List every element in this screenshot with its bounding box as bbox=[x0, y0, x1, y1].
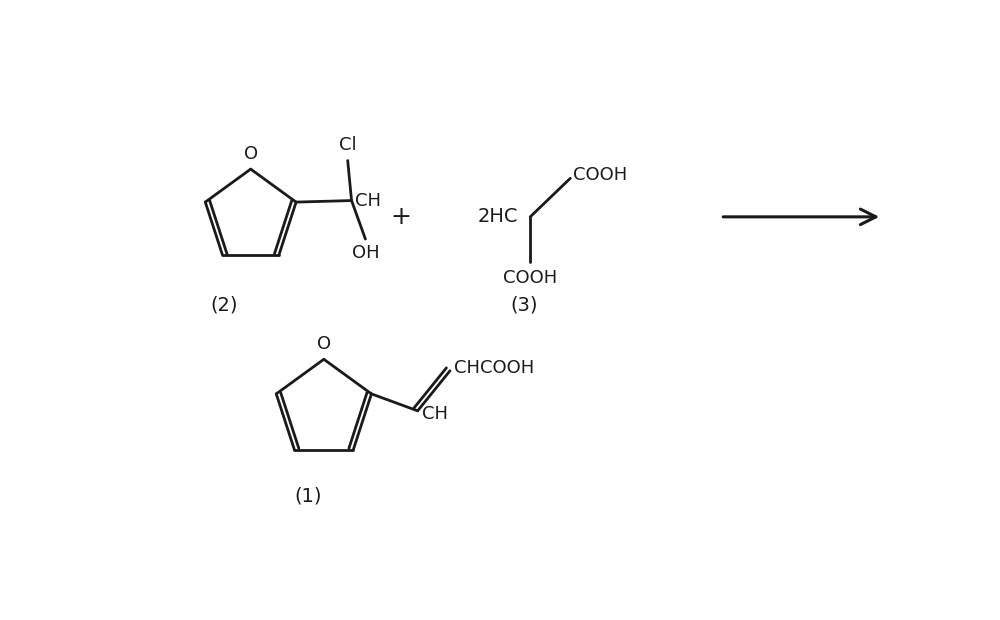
Text: +: + bbox=[390, 205, 411, 229]
Text: Cl: Cl bbox=[339, 136, 357, 154]
Text: O: O bbox=[317, 335, 331, 353]
Text: (2): (2) bbox=[210, 296, 238, 315]
Text: CH: CH bbox=[355, 192, 381, 210]
Text: (1): (1) bbox=[295, 487, 322, 506]
Text: 2HC: 2HC bbox=[478, 207, 518, 226]
Text: CHCOOH: CHCOOH bbox=[454, 359, 534, 377]
Text: O: O bbox=[244, 145, 258, 163]
Text: OH: OH bbox=[352, 244, 379, 262]
Text: COOH: COOH bbox=[573, 166, 628, 184]
Text: (3): (3) bbox=[510, 296, 538, 315]
Text: COOH: COOH bbox=[503, 269, 557, 287]
Text: CH: CH bbox=[422, 405, 448, 423]
